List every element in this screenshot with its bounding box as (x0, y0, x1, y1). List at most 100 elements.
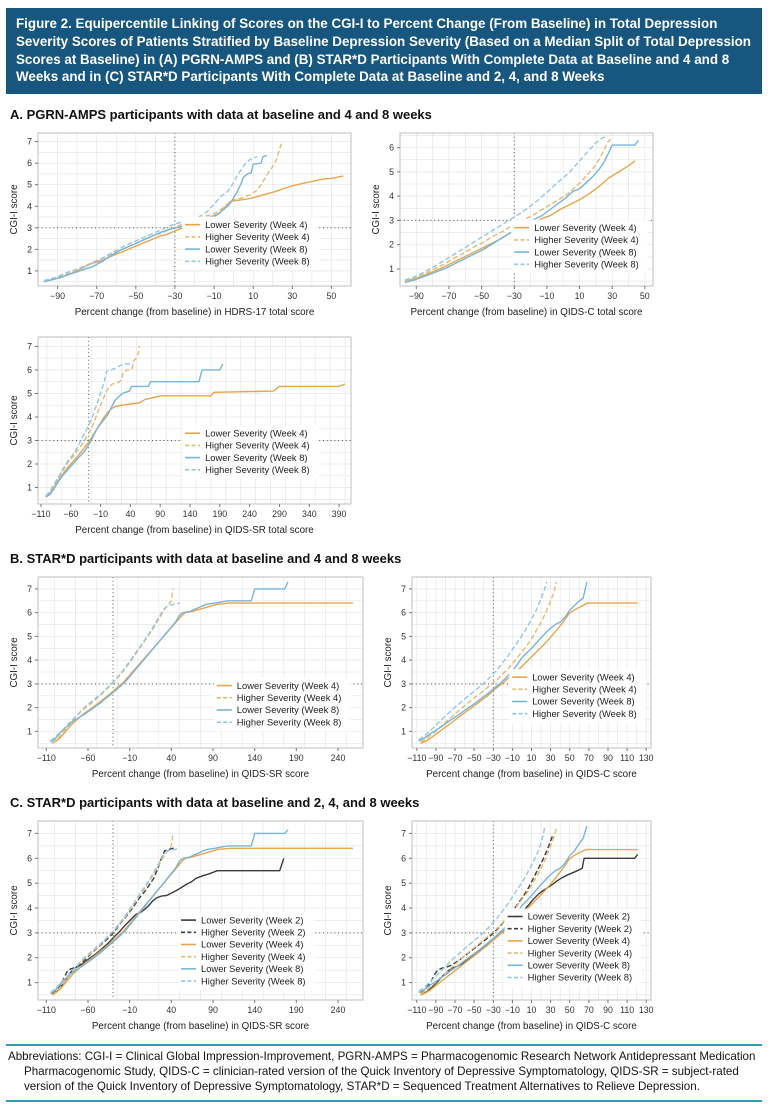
svg-text:−90: −90 (50, 291, 65, 301)
svg-text:−30: −30 (167, 291, 182, 301)
svg-text:10: 10 (527, 1005, 537, 1015)
chart-stard48-qidsc: −110 −90 −70 −50 −30 −10 10 30 50 70 90 110 130 1 2 3 4 5… (382, 570, 660, 783)
svg-text:6: 6 (27, 159, 32, 169)
figure-footer: Abbreviations: CGI-I = Clinical Global I… (6, 1044, 762, 1102)
svg-text:CGI-I score: CGI-I score (383, 637, 394, 688)
svg-text:50: 50 (565, 753, 575, 763)
svg-text:Percent change (from baseline): Percent change (from baseline) in QIDS-C… (426, 769, 637, 780)
svg-text:110: 110 (620, 753, 634, 763)
svg-text:−10: −10 (93, 509, 108, 519)
svg-text:CGI-I score: CGI-I score (9, 885, 20, 936)
svg-text:Lower Severity (Week 4): Lower Severity (Week 4) (205, 219, 307, 230)
svg-text:3: 3 (401, 928, 406, 938)
svg-text:130: 130 (639, 753, 654, 763)
svg-text:3: 3 (401, 679, 406, 689)
svg-text:Percent change (from baseline): Percent change (from baseline) in QIDS-S… (92, 1021, 310, 1032)
svg-text:110: 110 (620, 1005, 634, 1015)
svg-text:1: 1 (27, 266, 32, 276)
chart-b2-svg: −110 −90 −70 −50 −30 −10 10 30 50 70 90 110 130 1 2 3 4 5… (383, 576, 654, 780)
svg-text:7: 7 (27, 137, 32, 147)
figure-title-bar: Figure 2. Equipercentile Linking of Scor… (6, 8, 762, 95)
svg-text:2: 2 (401, 703, 406, 713)
svg-text:Higher Severity (Week 4): Higher Severity (Week 4) (205, 231, 310, 242)
section-a: A. PGRN-AMPS participants with data at b… (6, 107, 762, 539)
svg-text:−70: −70 (442, 291, 457, 301)
svg-text:30: 30 (287, 291, 297, 301)
svg-text:−110: −110 (407, 1005, 426, 1015)
svg-text:Percent change (from baseline): Percent change (from baseline) in QIDS-C… (426, 1021, 637, 1032)
svg-text:−70: −70 (448, 753, 463, 763)
svg-text:240: 240 (331, 753, 346, 763)
svg-text:−110: −110 (31, 509, 50, 519)
svg-text:1: 1 (27, 978, 32, 988)
chart-b1-svg: −110 −60 −10 40 90 140 190 240 1 2 3 4 5 6 7 Percent ch… (9, 576, 364, 780)
svg-text:−70: −70 (89, 291, 104, 301)
svg-text:140: 140 (183, 509, 198, 519)
chart-pgrn-qidsc: −90 −70 −50 −30 −10 10 30 50 1 2 3 4 5 6 Percent chang… (370, 126, 662, 321)
chart-stard48-qidssr: −110 −60 −10 40 90 140 190 240 1 2 3 4 5 6 7 Percent ch… (8, 570, 372, 783)
svg-text:90: 90 (208, 1005, 218, 1015)
svg-text:4: 4 (389, 191, 394, 201)
section-c: C. STAR*D participants with data at base… (6, 795, 762, 1035)
svg-text:6: 6 (389, 143, 394, 153)
section-a-row-1: −90 −70 −50 −30 −10 10 30 50 1 2 3 4 5 6 7 Percent chan… (8, 126, 762, 321)
svg-text:−30: −30 (486, 1005, 501, 1015)
svg-text:Higher Severity (Week 2): Higher Severity (Week 2) (201, 927, 306, 938)
svg-text:2: 2 (389, 240, 394, 250)
section-b-row: −110 −60 −10 40 90 140 190 240 1 2 3 4 5 6 7 Percent ch… (8, 570, 762, 783)
chart-pgrn-hdrs17: −90 −70 −50 −30 −10 10 30 50 1 2 3 4 5 6 7 Percent chan… (8, 126, 360, 321)
svg-text:30: 30 (546, 1005, 556, 1015)
svg-text:−10: −10 (505, 1005, 520, 1015)
svg-text:Higher Severity (Week 4): Higher Severity (Week 4) (532, 684, 637, 695)
svg-text:7: 7 (401, 829, 406, 839)
abbreviations-text: Abbreviations: CGI-I = Clinical Global I… (8, 1050, 756, 1093)
svg-text:Lower Severity (Week 4): Lower Severity (Week 4) (201, 939, 303, 950)
svg-text:50: 50 (565, 1005, 575, 1015)
svg-text:4: 4 (27, 202, 32, 212)
svg-text:1: 1 (27, 483, 32, 493)
svg-text:Higher Severity (Week 8): Higher Severity (Week 8) (205, 464, 310, 475)
svg-text:50: 50 (327, 291, 337, 301)
svg-text:−90: −90 (428, 753, 443, 763)
svg-text:140: 140 (247, 1005, 262, 1015)
svg-text:Lower Severity (Week 4): Lower Severity (Week 4) (237, 680, 339, 691)
svg-text:−110: −110 (37, 753, 56, 763)
chart-a3-svg: −110 −60 −10 40 90 140 190 240 290 340 390 1 2 3 4 5 6 7 P… (9, 336, 352, 536)
svg-text:−110: −110 (37, 1005, 56, 1015)
svg-text:3: 3 (27, 436, 32, 446)
svg-text:Higher Severity (Week 8): Higher Severity (Week 8) (532, 708, 637, 719)
svg-text:40: 40 (126, 509, 136, 519)
svg-text:1: 1 (389, 264, 394, 274)
svg-text:3: 3 (389, 216, 394, 226)
section-b-heading: B. STAR*D participants with data at base… (10, 551, 402, 567)
section-a-heading: A. PGRN-AMPS participants with data at b… (10, 107, 432, 123)
svg-text:190: 190 (212, 509, 227, 519)
svg-text:2: 2 (27, 953, 32, 963)
svg-text:340: 340 (302, 509, 317, 519)
svg-text:7: 7 (401, 584, 406, 594)
svg-text:−10: −10 (122, 753, 137, 763)
svg-text:−50: −50 (474, 291, 489, 301)
svg-text:140: 140 (247, 753, 262, 763)
svg-text:130: 130 (639, 1005, 654, 1015)
svg-text:CGI-I score: CGI-I score (383, 885, 394, 936)
svg-text:−50: −50 (128, 291, 143, 301)
svg-text:1: 1 (401, 978, 406, 988)
svg-text:Percent change (from baseline): Percent change (from baseline) in HDRS-1… (75, 307, 315, 318)
chart-stard248-qidssr: −110 −60 −10 40 90 140 190 240 1 2 3 4 5 6 7 Percent ch… (8, 814, 372, 1035)
svg-text:70: 70 (584, 1005, 594, 1015)
chart-stard248-qidsc: −110 −90 −70 −50 −30 −10 10 30 50 70 90 110 130 1 2 3 4 5… (382, 814, 660, 1035)
svg-text:Lower Severity (Week 4): Lower Severity (Week 4) (534, 222, 636, 233)
svg-text:Higher Severity (Week 8): Higher Severity (Week 8) (528, 972, 633, 983)
svg-text:10: 10 (575, 291, 585, 301)
chart-c2-svg: −110 −90 −70 −50 −30 −10 10 30 50 70 90 110 130 1 2 3 4 5… (383, 820, 654, 1032)
svg-text:90: 90 (208, 753, 218, 763)
svg-text:CGI-I score: CGI-I score (371, 184, 382, 235)
svg-text:Higher Severity (Week 8): Higher Severity (Week 8) (534, 259, 639, 270)
section-a-row-2: −110 −60 −10 40 90 140 190 240 290 340 390 1 2 3 4 5 6 7 P… (8, 320, 762, 539)
section-c-row: −110 −60 −10 40 90 140 190 240 1 2 3 4 5 6 7 Percent ch… (8, 814, 762, 1035)
svg-text:90: 90 (603, 1005, 613, 1015)
svg-text:Percent change (from baseline): Percent change (from baseline) in QIDS-S… (92, 769, 310, 780)
section-c-heading: C. STAR*D participants with data at base… (10, 795, 420, 811)
